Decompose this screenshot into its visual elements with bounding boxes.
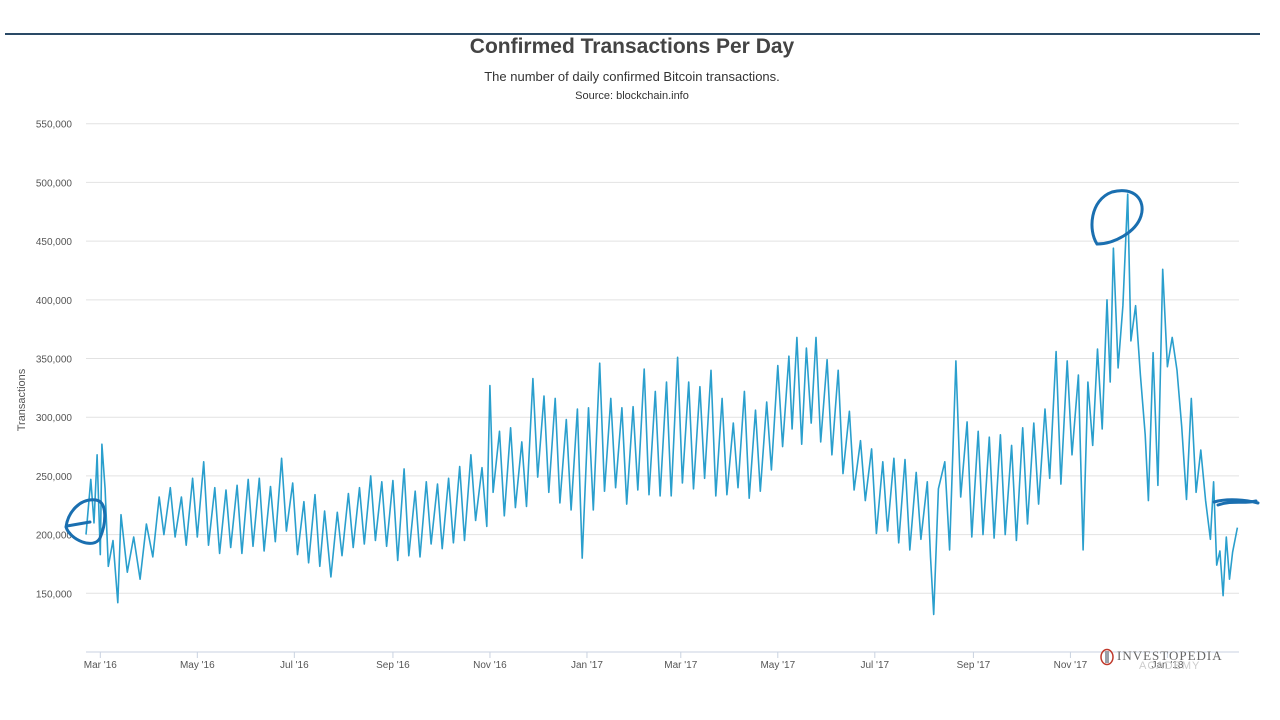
chart-subtitle: The number of daily confirmed Bitcoin tr…: [484, 69, 780, 84]
y-tick-label-6: 450,000: [36, 237, 73, 248]
x-tick-label-2: Jul '16: [280, 660, 309, 671]
x-tick-label-5: Jan '17: [571, 660, 603, 671]
chart-source: Source: blockchain.info: [575, 90, 689, 102]
annotation-mark-end: [1212, 498, 1260, 507]
x-tick-label-10: Nov '17: [1054, 660, 1088, 671]
annotation-mark-start: [65, 520, 92, 528]
x-tick-label-6: Mar '17: [664, 660, 697, 671]
x-tick-label-11: Jan '18: [1151, 660, 1183, 671]
transactions-line-chart: 150,000 200,000 250,000 300,000 350,000 400,0…: [16, 120, 1260, 671]
y-axis-title: Transactions: [16, 368, 28, 431]
chart-title: Confirmed Transactions Per Day: [469, 35, 795, 58]
y-tick-label-8: 550,000: [36, 120, 73, 131]
x-tick-label-4: Nov '16: [473, 660, 507, 671]
investopedia-logo: INVESTOPEDIA ACADEMY: [1099, 648, 1229, 674]
y-tick-label-0: 150,000: [36, 589, 73, 600]
series-line-transactions: [85, 193, 1239, 616]
x-tick-label-7: May '17: [760, 660, 795, 671]
grid-lines: [86, 123, 1239, 594]
x-tick-label-3: Sep '16: [376, 660, 410, 671]
y-tick-label-5: 400,000: [36, 296, 73, 307]
x-tick-label-8: Jul '17: [861, 660, 890, 671]
investopedia-logo-icon: [1100, 648, 1114, 666]
hand-annotations: [64, 189, 1260, 545]
y-axis: 150,000 200,000 250,000 300,000 350,000 400,0…: [36, 120, 73, 601]
x-axis: Mar '16 May '16 Jul '16 Sep '16 Nov '16 Jan '…: [84, 651, 1239, 671]
y-tick-label-4: 350,000: [36, 355, 73, 366]
x-tick-label-0: Mar '16: [84, 660, 117, 671]
annotation-circle-start: [64, 498, 107, 545]
logo-subtext: ACADEMY: [1139, 660, 1201, 672]
annotation-circle-peak: [1090, 189, 1144, 246]
y-tick-label-1: 200,000: [36, 531, 73, 542]
y-tick-label-3: 300,000: [36, 413, 73, 424]
y-tick-label-7: 500,000: [36, 178, 73, 189]
y-tick-label-2: 250,000: [36, 472, 73, 483]
top-divider: [5, 33, 1260, 35]
logo-wordmark: INVESTOPEDIA: [1117, 648, 1223, 663]
x-tick-label-9: Sep '17: [957, 660, 991, 671]
x-tick-label-1: May '16: [180, 660, 215, 671]
